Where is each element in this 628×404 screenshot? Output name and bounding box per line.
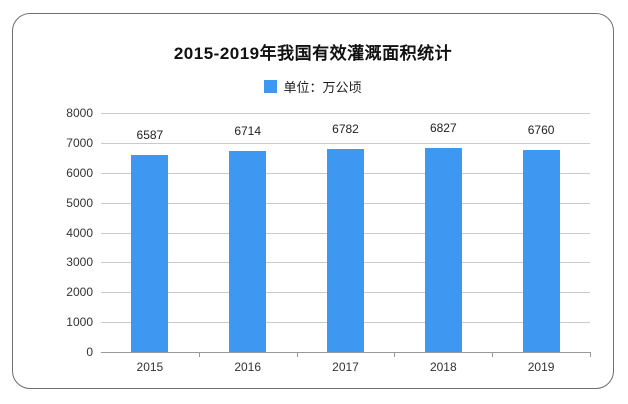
x-tick-label: 2017 (332, 360, 359, 374)
legend-label: 单位：万公顷 (283, 80, 362, 95)
bar-2016 (229, 151, 267, 352)
y-tick-label: 4000 (66, 225, 93, 240)
plot-area: 0 1000 2000 3000 4000 5000 6000 7000 8000 6587 201… (66, 106, 591, 374)
y-tick-label: 5000 (66, 195, 93, 210)
x-axis-tick (198, 352, 200, 357)
x-axis-line (101, 352, 590, 353)
bar-value-label: 6827 (429, 121, 457, 136)
y-tick-label: 1000 (66, 315, 93, 330)
y-tick-label: 7000 (66, 135, 93, 150)
y-tick-label: 3000 (66, 255, 93, 270)
x-tick-label: 2016 (234, 360, 262, 374)
x-tick-label: 2018 (429, 360, 457, 374)
bar-2017 (327, 149, 364, 352)
y-tick-label: 2000 (66, 285, 93, 300)
chart-title: 2015-2019年我国有效灌溉面积统计 (173, 44, 453, 63)
bar-2015 (131, 155, 169, 352)
chart-frame: 2015-2019年我国有效灌溉面积统计 单位：万公顷 0 1000 2000 300… (12, 13, 614, 389)
bar-value-label: 6760 (527, 123, 555, 138)
bar-2018 (424, 148, 462, 352)
x-axis-tick (590, 352, 591, 357)
x-axis-tick (394, 352, 396, 357)
x-axis-tick (492, 352, 494, 357)
x-tick-label: 2019 (527, 360, 555, 374)
bar-2019 (522, 150, 560, 352)
y-tick-label: 6000 (66, 165, 93, 180)
y-tick-label: 8000 (66, 106, 93, 120)
gridline (101, 142, 590, 144)
gridline (101, 113, 590, 114)
bar-value-label: 6714 (234, 124, 262, 139)
bar-value-label: 6587 (136, 128, 164, 143)
y-tick-label: 0 (86, 345, 93, 359)
bar-value-label: 6782 (332, 122, 359, 137)
x-axis-tick (296, 352, 298, 357)
legend-swatch-icon (264, 80, 278, 93)
x-tick-label: 2015 (136, 360, 164, 374)
legend: 单位：万公顷 (13, 77, 613, 96)
